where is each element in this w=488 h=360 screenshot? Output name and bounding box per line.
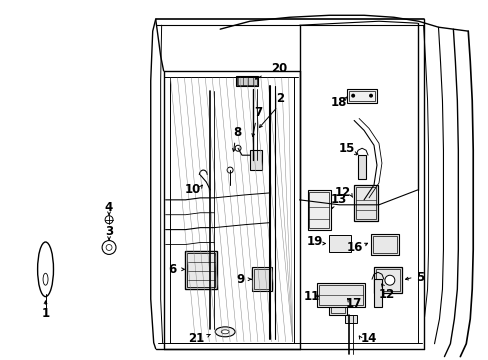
Bar bbox=[309, 192, 328, 228]
Circle shape bbox=[102, 240, 116, 255]
Text: 17: 17 bbox=[346, 297, 362, 310]
Text: 9: 9 bbox=[235, 273, 244, 286]
Text: 5: 5 bbox=[416, 271, 424, 284]
Bar bbox=[185, 251, 217, 289]
Bar bbox=[346, 89, 376, 103]
Bar bbox=[253, 269, 269, 289]
Bar bbox=[251, 267, 271, 291]
Text: 21: 21 bbox=[188, 332, 204, 345]
Ellipse shape bbox=[215, 327, 235, 337]
Text: 1: 1 bbox=[41, 307, 49, 320]
Text: 6: 6 bbox=[168, 263, 176, 276]
Text: 8: 8 bbox=[232, 126, 241, 139]
Bar bbox=[370, 234, 398, 255]
Text: 15: 15 bbox=[338, 142, 355, 155]
Text: 20: 20 bbox=[271, 62, 287, 75]
Circle shape bbox=[384, 275, 394, 285]
Text: 14: 14 bbox=[360, 332, 376, 345]
Text: 3: 3 bbox=[105, 225, 113, 238]
Bar bbox=[372, 235, 396, 253]
Bar bbox=[331, 291, 345, 313]
Text: 12: 12 bbox=[378, 288, 394, 301]
Circle shape bbox=[106, 244, 112, 251]
Text: 11: 11 bbox=[303, 289, 319, 303]
Circle shape bbox=[368, 94, 372, 98]
Ellipse shape bbox=[43, 273, 48, 285]
Bar bbox=[236, 76, 257, 86]
Circle shape bbox=[235, 145, 241, 151]
Bar bbox=[357, 155, 366, 179]
Bar bbox=[373, 279, 381, 307]
Bar bbox=[345, 315, 356, 323]
Bar bbox=[348, 91, 374, 100]
Circle shape bbox=[226, 167, 233, 173]
Text: 12: 12 bbox=[334, 186, 351, 199]
Ellipse shape bbox=[38, 242, 53, 297]
Text: 18: 18 bbox=[330, 96, 347, 109]
Text: 4: 4 bbox=[105, 201, 113, 214]
Bar bbox=[355, 187, 375, 219]
Bar bbox=[328, 289, 346, 315]
Text: 10: 10 bbox=[184, 184, 200, 197]
Text: 7: 7 bbox=[253, 106, 262, 119]
Ellipse shape bbox=[221, 330, 229, 334]
Circle shape bbox=[105, 216, 113, 224]
Text: 13: 13 bbox=[330, 193, 346, 206]
Bar bbox=[328, 235, 350, 252]
Bar bbox=[319, 285, 362, 305]
Bar bbox=[375, 269, 399, 291]
Circle shape bbox=[350, 94, 354, 98]
Bar bbox=[373, 267, 401, 293]
Text: 19: 19 bbox=[305, 235, 322, 248]
Bar bbox=[237, 77, 256, 85]
Bar bbox=[307, 190, 331, 230]
Bar bbox=[317, 283, 365, 307]
Text: 2: 2 bbox=[275, 92, 283, 105]
Text: 16: 16 bbox=[346, 241, 363, 254]
Bar bbox=[249, 150, 262, 170]
Bar bbox=[353, 185, 377, 221]
Bar bbox=[187, 253, 215, 287]
